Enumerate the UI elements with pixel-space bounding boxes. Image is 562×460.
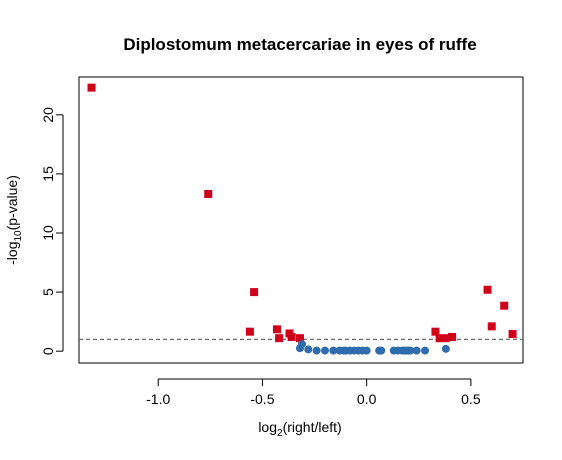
nonsignificant-point xyxy=(312,346,321,355)
plot-frame xyxy=(78,76,524,364)
nonsignificant-point xyxy=(298,340,307,349)
significant-point xyxy=(287,333,296,341)
y-tick-label: 0 xyxy=(40,347,56,355)
significant-point xyxy=(483,285,492,294)
significant-point xyxy=(295,334,304,343)
significant-point xyxy=(245,327,254,336)
y-tick-label: 20 xyxy=(40,107,56,123)
x-tick-label: -1.0 xyxy=(146,391,170,407)
y-tick-label: 15 xyxy=(40,166,56,182)
nonsignificant-point xyxy=(329,346,338,355)
nonsignificant-point xyxy=(320,346,329,355)
y-tick-label: 10 xyxy=(40,225,56,241)
significant-point xyxy=(273,325,282,334)
significant-point xyxy=(87,83,96,92)
x-axis: -1.0 -0.5 0.0 0.5 xyxy=(146,378,481,407)
x-tick-label: 0.0 xyxy=(357,391,377,407)
nonsignificant-point xyxy=(441,344,450,353)
x-tick-label: 0.5 xyxy=(461,391,481,407)
significant-point xyxy=(250,288,259,297)
nonsignificant-point xyxy=(421,346,430,355)
y-axis-label: -log10(p-value) xyxy=(4,175,24,265)
x-axis-label: log2(right/left) xyxy=(258,419,341,439)
significant-point xyxy=(500,301,509,310)
nonsignificant-point xyxy=(362,346,371,355)
nonsignificant-point xyxy=(377,346,386,355)
y-axis: 0 5 10 15 20 xyxy=(40,107,64,355)
nonsignificant-point xyxy=(304,345,313,354)
significant-point xyxy=(487,322,496,331)
data-points xyxy=(87,83,517,355)
chart-title: Diplostomum metacercariae in eyes of ruf… xyxy=(123,35,476,54)
significant-point xyxy=(204,190,213,198)
significant-point xyxy=(441,334,450,343)
significant-point xyxy=(435,334,444,343)
nonsignificant-point xyxy=(412,346,421,355)
y-tick-label: 5 xyxy=(40,288,56,296)
significant-point xyxy=(275,334,284,343)
significant-point xyxy=(448,333,457,341)
nonsignificant-point xyxy=(406,346,415,355)
significant-point xyxy=(508,330,517,339)
x-tick-label: -0.5 xyxy=(250,391,274,407)
significant-point xyxy=(431,327,440,336)
